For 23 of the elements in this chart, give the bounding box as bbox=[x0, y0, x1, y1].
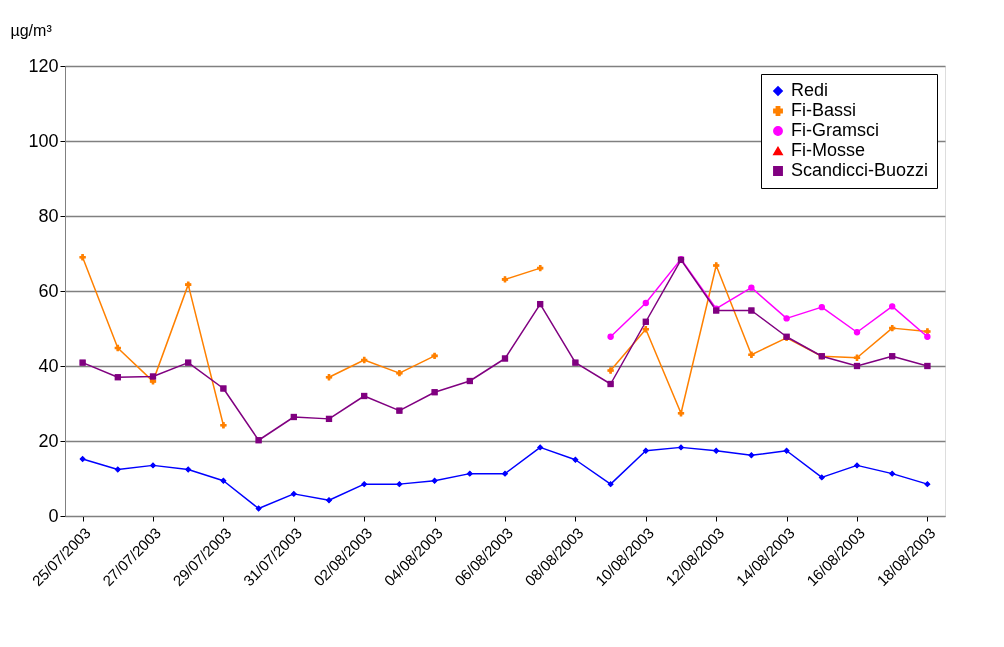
point bbox=[607, 367, 614, 374]
point bbox=[79, 359, 86, 366]
point bbox=[572, 359, 579, 366]
legend-label: Redi bbox=[791, 80, 829, 100]
y-tick-label: 120 bbox=[28, 55, 59, 76]
point bbox=[396, 407, 403, 414]
y-tick-label: 100 bbox=[28, 130, 59, 151]
y-tick-label: 0 bbox=[48, 505, 59, 526]
y-tick-label: 60 bbox=[38, 280, 59, 301]
y-tick-label: 80 bbox=[38, 205, 59, 226]
point bbox=[255, 505, 262, 512]
point bbox=[924, 328, 931, 335]
legend-label: Fi-Gramsci bbox=[791, 120, 879, 140]
point bbox=[748, 284, 755, 291]
point bbox=[748, 307, 755, 314]
point bbox=[783, 315, 790, 322]
legend-label: Fi-Bassi bbox=[791, 100, 857, 120]
legend-label: Fi-Mosse bbox=[791, 140, 866, 160]
y-axis-title: µg/m³ bbox=[10, 21, 53, 39]
y-tick-label: 40 bbox=[38, 355, 59, 376]
point bbox=[220, 385, 227, 392]
legend-label: Scandicci-Buozzi bbox=[791, 160, 929, 180]
y-tick-label: 20 bbox=[38, 430, 59, 451]
